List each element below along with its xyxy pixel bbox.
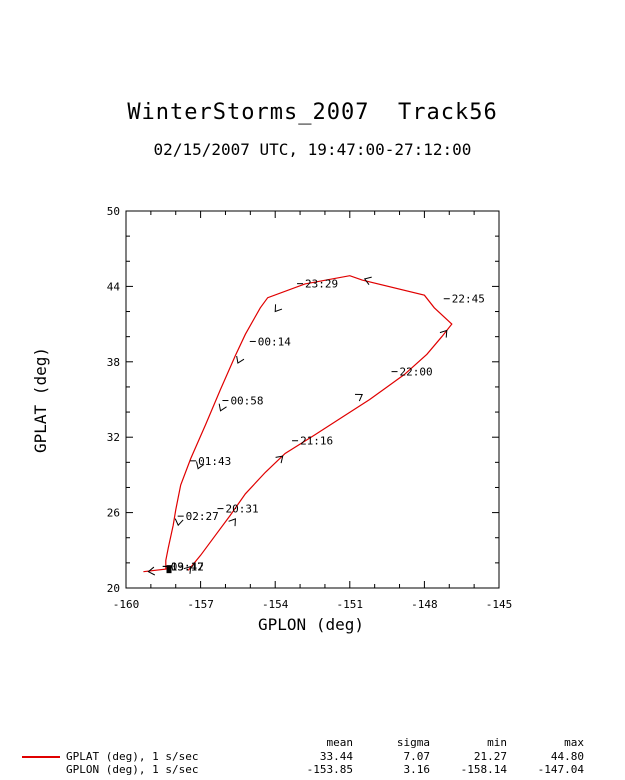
stats-row-gplon: GPLON (deg), 1 s/sec -153.85 3.16 -158.1… [0,763,625,776]
track-chart: -160 -157 -154 -151 -148 -145 20 26 32 38 44 50 20:… [31,205,513,634]
stat-max-gplat: 44.80 [550,750,584,763]
y-tick-label: 50 [107,205,120,218]
x-tick-label: -157 [187,598,214,611]
time-label: 21:16 [300,435,333,448]
x-tick-label: -151 [337,598,364,611]
stats-header-mean: mean [326,736,354,749]
y-tick-label: 26 [107,507,120,520]
time-label: 23:29 [305,278,338,291]
direction-arrow-icon [183,565,192,574]
time-label: 22:45 [452,293,485,306]
direction-chevron [183,565,192,574]
direction-arrow-icon [354,393,363,402]
plot-frame [125,210,500,589]
x-tick-label: -145 [486,598,513,611]
y-tick-label: 32 [107,431,120,444]
legend-label-gplon: GPLON (deg), 1 s/sec [66,763,199,776]
y-tick-label: 38 [107,356,120,369]
direction-arrow-icon [236,355,245,364]
time-label: 01:43 [198,455,231,468]
time-label: 03:12 [171,560,204,573]
stats-header-row: mean sigma min max [0,736,625,749]
stats-row-gplat: GPLAT (deg), 1 s/sec 33.44 7.07 21.27 44… [0,750,625,763]
x-tick-label: -148 [411,598,438,611]
stat-mean-gplat: 33.44 [319,750,353,763]
direction-chevron [363,276,372,285]
direction-arrow-icon [274,304,283,313]
legend-swatch-gplat [22,756,60,758]
stat-sigma-gplat: 7.07 [403,750,431,763]
direction-arrow-icon [275,455,284,464]
direction-chevron [147,566,156,576]
stat-mean-gplon: -153.85 [306,763,353,776]
axes: -160 -157 -154 -151 -148 -145 20 26 32 38 44 50 [107,205,513,611]
direction-arrow-icon [439,329,448,338]
time-label: 22:00 [400,366,433,379]
time-label: 20:31 [225,503,258,516]
x-axis-label: GPLON (deg) [258,615,364,634]
chart-title: WinterStorms_2007 Track56 [127,100,498,125]
y-tick-label: 44 [107,280,121,293]
stat-max-gplon: -147.04 [537,763,584,776]
direction-arrow-icon [174,518,184,527]
stat-min-gplat: 21.27 [473,750,507,763]
direction-arrow-icon [218,403,227,412]
y-axis-label: GPLAT (deg) [31,347,50,453]
stat-min-gplon: -158.14 [460,763,507,776]
direction-arrow-icon [228,518,236,527]
start-marker [166,565,172,574]
direction-chevron [439,329,448,338]
stats-header-sigma: sigma [396,736,430,749]
time-label: 00:58 [230,395,263,408]
stat-sigma-gplon: 3.16 [403,763,431,776]
time-labels: 20:31 21:16 22:00 22:45 23:29 00:14 00:58 01:43… [162,278,485,573]
x-tick-label: -160 [113,598,140,611]
stats-header-min: min [487,736,507,749]
track-series [143,275,453,576]
direction-chevron [218,403,227,412]
y-tick-label: 20 [107,582,120,595]
direction-chevron [354,393,363,402]
direction-chevron [236,355,245,364]
direction-chevron [275,455,284,464]
chart-subtitle: 02/15/2007 UTC, 19:47:00-27:12:00 [153,140,472,159]
direction-chevron [174,518,184,527]
x-tick-label: -154 [262,598,289,611]
direction-arrow-icon [195,461,205,470]
direction-arrow-icon [147,566,156,576]
direction-chevron [228,518,236,527]
time-label: 02:27 [186,510,219,523]
direction-chevron [195,461,205,470]
time-label: 00:14 [258,335,291,348]
direction-arrow-icon [363,276,372,285]
direction-chevron [274,304,283,313]
track-line [143,275,453,573]
stats-header-max: max [564,736,584,749]
time-label: 19:47 [171,560,204,573]
legend-label-gplat: GPLAT (deg), 1 s/sec [66,750,199,763]
